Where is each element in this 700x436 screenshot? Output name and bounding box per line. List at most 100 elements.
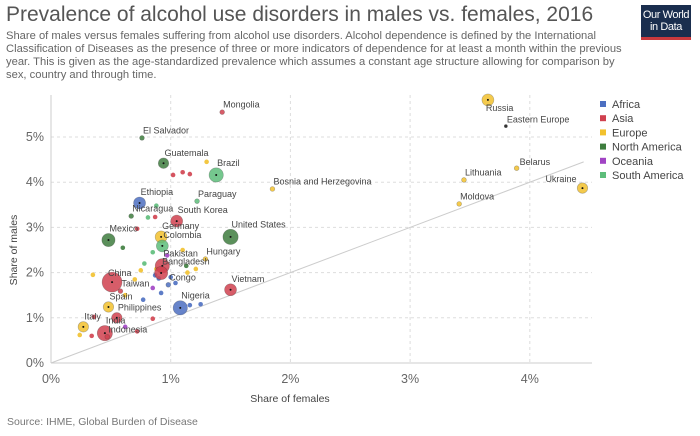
data-point	[77, 332, 83, 338]
data-point	[193, 266, 199, 272]
point-label: Lithuania	[465, 168, 502, 178]
data-point	[503, 124, 508, 129]
owid-logo[interactable]: Our World in Data	[641, 5, 691, 40]
data-point	[128, 213, 134, 219]
data-points	[77, 93, 589, 342]
x-axis-title: Share of females	[250, 393, 329, 405]
data-point	[173, 280, 178, 286]
data-point	[194, 198, 200, 204]
data-point-center	[229, 288, 232, 291]
data-point	[91, 314, 97, 320]
data-point	[187, 171, 193, 177]
legend-swatch-oceania	[600, 157, 606, 164]
point-label: Spain	[109, 292, 132, 302]
point-label: Eastern Europe	[507, 115, 570, 125]
data-point	[122, 324, 128, 330]
point-label: Ukraine	[545, 174, 576, 184]
point-label: Hungary	[206, 247, 241, 257]
data-point-center	[107, 305, 110, 308]
legend-label-oceania: Oceania	[612, 156, 654, 168]
data-point-center	[581, 187, 584, 190]
point-label: Paraguay	[198, 189, 237, 199]
legend-swatch-europe	[600, 129, 606, 136]
legend-label-north-america: North America	[612, 142, 683, 154]
legend-label-asia: Asia	[612, 113, 634, 125]
data-point	[170, 172, 176, 178]
data-point	[183, 263, 189, 269]
x-tick-label: 0%	[42, 372, 60, 386]
point-label: Russia	[486, 103, 514, 113]
x-tick-label: 2%	[281, 372, 299, 386]
point-label: Brazil	[217, 158, 240, 168]
x-tick-label: 4%	[521, 372, 539, 386]
chart-title: Prevalence of alcohol use disorders in m…	[6, 3, 594, 26]
logo-line-2: in Data	[649, 21, 683, 33]
point-label: El Salvador	[143, 126, 189, 136]
data-point-center	[486, 98, 489, 101]
data-point	[142, 261, 147, 266]
point-label: China	[108, 268, 132, 278]
data-point	[134, 329, 140, 334]
legend-label-africa: Africa	[612, 99, 641, 111]
point-label: Guatemala	[165, 148, 209, 158]
y-tick-label: 4%	[26, 175, 44, 189]
x-tick-label: 1%	[162, 372, 180, 386]
data-point-center	[82, 325, 85, 328]
data-point	[154, 203, 159, 209]
point-label: Mexico	[109, 223, 138, 233]
point-label: Taiwan	[121, 279, 149, 289]
data-point	[132, 277, 138, 282]
point-label: Indonesia	[108, 324, 147, 334]
y-tick-label: 1%	[26, 311, 44, 325]
data-point	[187, 302, 193, 308]
y-tick-label: 3%	[26, 220, 44, 234]
y-tick-label: 2%	[26, 266, 44, 280]
data-point	[204, 159, 209, 165]
data-point-center	[162, 162, 165, 165]
data-point	[140, 297, 146, 303]
point-label: Vietnam	[232, 274, 265, 284]
data-point-center	[115, 316, 118, 319]
equality-reference-line	[50, 161, 584, 364]
point-label: Germany	[162, 221, 200, 231]
data-point	[90, 272, 96, 278]
data-point	[150, 316, 156, 322]
data-point	[134, 226, 140, 232]
point-label: Italy	[84, 312, 101, 322]
data-point	[122, 292, 128, 298]
source-note: Source: IHME, Global Burden of Disease	[7, 416, 198, 428]
point-label: Bosnia and Herzegovina	[273, 177, 371, 187]
data-point-center	[160, 235, 163, 238]
legend-label-europe: Europe	[612, 127, 647, 139]
point-labels: Russia Eastern Europe Belarus Ukraine Lithua…	[84, 100, 576, 335]
data-point	[150, 249, 156, 255]
point-label: Ethiopia	[141, 187, 174, 197]
legend-label-south-america: South America	[612, 170, 684, 182]
point-label: South Korea	[178, 205, 228, 215]
data-point-center	[229, 235, 232, 238]
data-point	[461, 177, 467, 183]
data-point	[164, 253, 170, 258]
data-point	[456, 201, 462, 207]
data-point-center	[161, 264, 164, 267]
data-point	[138, 268, 144, 273]
data-point	[198, 301, 203, 307]
point-label: Mongolia	[223, 100, 260, 110]
legend-swatch-south-america	[600, 172, 606, 178]
chart-subtitle: Share of males versus females suffering …	[6, 30, 622, 81]
data-point	[180, 169, 185, 175]
point-label: Pakistan	[163, 249, 198, 259]
data-point	[89, 333, 94, 339]
point-label: Philippines	[118, 303, 162, 313]
point-label: United States	[232, 219, 287, 229]
x-tick-label: 3%	[401, 372, 419, 386]
y-tick-label: 0%	[26, 356, 44, 370]
data-point-center	[107, 239, 110, 242]
data-point	[150, 285, 156, 291]
point-label: Bangladesh	[162, 256, 210, 266]
data-point	[104, 334, 110, 340]
data-point-center	[161, 244, 164, 247]
data-point	[145, 215, 151, 220]
data-point	[269, 186, 276, 192]
